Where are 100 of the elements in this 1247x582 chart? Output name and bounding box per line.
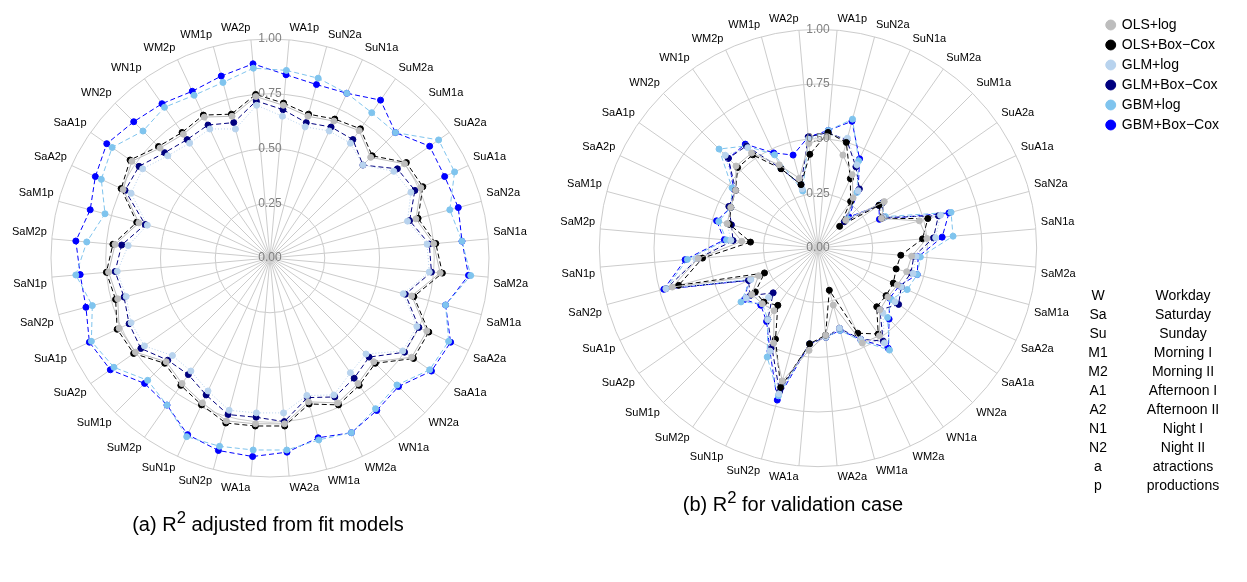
spoke-label: SuM1p	[76, 416, 112, 429]
spoke-label: SuA1p	[582, 342, 616, 355]
spoke-label: SaN2p	[19, 315, 54, 328]
spoke-label: WA1p	[289, 21, 320, 34]
spoke-label: WA2p	[220, 21, 251, 34]
text: N2	[1088, 438, 1108, 457]
text: p	[1093, 476, 1103, 495]
text: M2	[1087, 362, 1109, 381]
spoke-label: WN2a	[976, 405, 1008, 418]
spoke-label: WN1p	[110, 60, 142, 73]
spoke-label: SuA1a	[473, 149, 507, 162]
y-tick-label: 0.00	[806, 240, 830, 255]
spoke-label: SuA2p	[53, 386, 87, 399]
spoke-label: SaN2a	[486, 186, 521, 199]
text: A1	[1088, 381, 1108, 400]
spoke-label: WN2p	[629, 76, 660, 89]
spoke-label: SaN1a	[493, 224, 528, 237]
spoke-label: SuN1a	[912, 31, 948, 44]
text: (b) R$^{2}$ for validation case	[681, 488, 905, 516]
text: Afternoon I	[1147, 381, 1219, 400]
text: Su	[1088, 324, 1108, 343]
spoke-label: SuN2a	[875, 18, 911, 31]
spoke-label: SaM1a	[1034, 305, 1070, 318]
spoke-label: SaA1p	[601, 106, 635, 119]
spoke-label: SaM1p	[567, 176, 602, 189]
spoke-label: WN1p	[659, 51, 690, 64]
spoke-label: WM1a	[327, 474, 361, 486]
spoke-label: SuA2a	[453, 115, 488, 128]
spoke-label: SaM1a	[486, 315, 523, 328]
spoke-label: SuM2a	[398, 60, 435, 73]
legend-label: GBM+log	[1121, 95, 1181, 112]
spoke-label: WA1a	[768, 470, 800, 483]
text: W	[1090, 286, 1106, 305]
spoke-label: SuA2a	[1001, 106, 1036, 119]
spoke-label: SuN1a	[364, 41, 400, 54]
y-tick-label: 0.25	[806, 185, 830, 200]
y-tick-label: 0.75	[806, 76, 830, 91]
spoke-label: WN1a	[398, 441, 430, 454]
spoke-label: SuN1p	[689, 450, 724, 463]
text: Sa	[1088, 305, 1108, 324]
text: (a) R$^{2}$ adjusted from fit models	[131, 508, 405, 536]
text: productions	[1145, 476, 1221, 495]
spoke-label: SuN2p	[178, 474, 213, 486]
text: Night I	[1161, 419, 1205, 438]
text: Afternoon II	[1145, 400, 1221, 419]
spoke-label: WA1a	[220, 480, 252, 493]
y-tick-label: 0.25	[258, 195, 282, 210]
text: Sunday	[1158, 324, 1208, 343]
spoke-label: SuM2p	[654, 430, 690, 443]
y-tick-label: 1.00	[806, 21, 830, 36]
text: Night II	[1159, 438, 1207, 457]
spoke-label: SuM1a	[428, 86, 465, 99]
spoke-label: SuM2p	[106, 441, 142, 454]
spoke-label: WM2a	[364, 460, 398, 473]
spoke-label: WN2a	[428, 416, 460, 429]
spoke-label: SuM1p	[625, 405, 660, 418]
spoke-label: SaN2p	[568, 305, 602, 318]
spoke-label: SuM1a	[976, 76, 1012, 89]
spoke-label: SaM2p	[11, 224, 47, 237]
y-tick-label: 1.00	[258, 31, 282, 46]
spoke-label: SaA1p	[53, 115, 87, 128]
spoke-label: WM1a	[875, 463, 909, 476]
spoke-label: SaA1a	[453, 386, 488, 399]
spoke-label: SuA1a	[1020, 139, 1055, 152]
spoke-label: SaA1a	[1001, 375, 1036, 388]
spoke-label: WA2a	[837, 470, 868, 483]
spoke-label: SuA1p	[33, 352, 67, 365]
legend-label: GBM+Box−Cox	[1121, 115, 1219, 132]
text: a	[1093, 457, 1103, 476]
spoke-label: WA2p	[768, 11, 799, 24]
spoke-label: WM2a	[912, 450, 946, 463]
y-tick-label: 0.00	[258, 250, 282, 265]
text: Morning I	[1152, 343, 1214, 362]
spoke-label: SaA2a	[473, 352, 507, 365]
spoke-label: SuN2p	[726, 463, 761, 476]
spoke-label: SaM2a	[1040, 267, 1077, 280]
spoke-label: SuM2a	[946, 51, 983, 64]
text: M1	[1087, 343, 1109, 362]
spoke-label: WM2p	[143, 41, 176, 54]
spoke-label: SuN1p	[141, 460, 176, 473]
spoke-label: SaM1p	[18, 186, 54, 199]
spoke-label: SuN2a	[327, 28, 363, 41]
spoke-label: WN1a	[946, 430, 978, 443]
legend-label: GLM+log	[1121, 55, 1179, 72]
spoke-label: SaM2p	[560, 214, 596, 227]
text: atractions	[1151, 457, 1215, 476]
legend-label: OLS+log	[1121, 15, 1177, 32]
spoke-label: SaN1a	[1040, 214, 1076, 227]
text: Morning II	[1150, 362, 1216, 381]
spoke-label: WA1p	[837, 11, 868, 24]
spoke-label: SaM2a	[493, 277, 529, 290]
text: Workday	[1154, 286, 1212, 305]
y-tick-label: 0.50	[806, 130, 830, 145]
spoke-label: WM1p	[180, 28, 213, 41]
spoke-label: SaN1p	[13, 277, 47, 290]
spoke-label: SuA2p	[601, 375, 635, 388]
y-tick-label: 0.50	[258, 140, 282, 155]
legend-label: GLM+Box−Cox	[1121, 75, 1218, 92]
spoke-label: SaN1p	[561, 267, 596, 280]
spoke-label: SaA2p	[582, 139, 616, 152]
